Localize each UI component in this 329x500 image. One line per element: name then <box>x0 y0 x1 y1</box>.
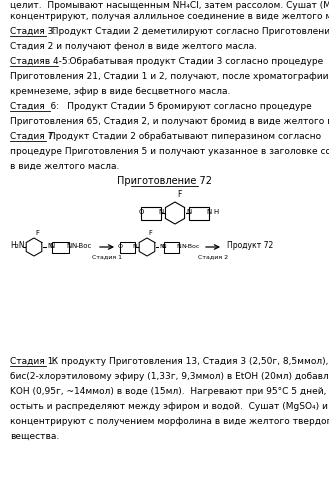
Text: бис(2-хлорэтиловому эфиру (1,33г, 9,3ммол) в EtOH (20мл) добавляют: бис(2-хлорэтиловому эфиру (1,33г, 9,3ммо… <box>10 372 329 381</box>
Text: N: N <box>206 209 212 215</box>
Text: Продукт Стадии 2 обрабатывают пиперазином согласно: Продукт Стадии 2 обрабатывают пиперазино… <box>46 132 321 141</box>
Text: N: N <box>162 244 166 248</box>
Text: вещества.: вещества. <box>10 432 59 441</box>
Text: Обрабатывая продукт Стадии 3 согласно процедуре: Обрабатывая продукт Стадии 3 согласно пр… <box>58 57 324 66</box>
Text: Приготовления 21, Стадии 1 и 2, получают, после хроматографии на: Приготовления 21, Стадии 1 и 2, получают… <box>10 72 329 81</box>
Text: Приготовление 72: Приготовление 72 <box>117 176 212 186</box>
Text: Стадия 2: Стадия 2 <box>198 254 228 259</box>
Text: N: N <box>66 243 72 249</box>
Text: KОН (0,95г, ~14ммол) в воде (15мл).  Нагревают при 95°C 5 дней, дают: KОН (0,95г, ~14ммол) в воде (15мл). Нагр… <box>10 387 329 396</box>
Text: H: H <box>213 209 218 215</box>
Text: Стадия 3:: Стадия 3: <box>10 27 56 36</box>
Text: Стадия 1:: Стадия 1: <box>10 357 56 366</box>
Text: N-Boc: N-Boc <box>71 243 91 249</box>
Text: N: N <box>49 243 55 249</box>
Text: К продукту Приготовления 13, Стадия 3 (2,50г, 8,5ммол), и: К продукту Приготовления 13, Стадия 3 (2… <box>46 357 329 366</box>
Text: N: N <box>159 244 164 248</box>
Text: O: O <box>117 244 122 248</box>
Text: концентрируют с получением морфолина в виде желтого твердого: концентрируют с получением морфолина в в… <box>10 417 329 426</box>
Text: Продукт 72: Продукт 72 <box>227 242 273 250</box>
Text: в виде желтого масла.: в виде желтого масла. <box>10 162 119 171</box>
Text: остыть и распределяют между эфиром и водой.  Сушат (MgSO₄) и: остыть и распределяют между эфиром и вод… <box>10 402 328 411</box>
Text: Приготовления 65, Стадия 2, и получают бромид в виде желтого масла.: Приготовления 65, Стадия 2, и получают б… <box>10 117 329 126</box>
Text: кремнеземе, эфир в виде бесцветного масла.: кремнеземе, эфир в виде бесцветного масл… <box>10 87 230 96</box>
Text: Стадияв 4-5:: Стадияв 4-5: <box>10 57 70 66</box>
Text: Продукт Стадии 2 деметилируют согласно Приготовлению 66,: Продукт Стадии 2 деметилируют согласно П… <box>46 27 329 36</box>
Text: N: N <box>177 244 181 248</box>
Text: N: N <box>47 243 52 249</box>
Text: N: N <box>158 209 164 215</box>
Text: O: O <box>138 209 144 215</box>
Text: Стадия 1: Стадия 1 <box>92 254 122 259</box>
Text: Продукт Стадии 5 бромируют согласно процедуре: Продукт Стадии 5 бромируют согласно проц… <box>50 102 312 111</box>
Text: процедуре Приготовления 5 и получают указанное в заголовке соединение: процедуре Приготовления 5 и получают ука… <box>10 147 329 156</box>
Text: F: F <box>148 230 152 236</box>
Text: N: N <box>186 209 191 215</box>
Text: N-Boc: N-Boc <box>181 244 199 248</box>
Text: F: F <box>35 230 39 236</box>
Text: H₂N: H₂N <box>10 240 25 250</box>
Text: Стадия  6:: Стадия 6: <box>10 102 59 111</box>
Text: целит.  Промывают насыщенным NH₄Cl, затем рассолом. Сушат (MgSO₄) и: целит. Промывают насыщенным NH₄Cl, затем… <box>10 1 329 10</box>
Text: Стадия 2 и получают фенол в виде желтого масла.: Стадия 2 и получают фенол в виде желтого… <box>10 42 257 51</box>
Text: N: N <box>133 244 138 248</box>
Text: F: F <box>177 190 181 199</box>
Text: Стадия 7:: Стадия 7: <box>10 132 56 141</box>
Text: концентрируют, получая аллильное соединение в виде желтого масла.: концентрируют, получая аллильное соедине… <box>10 12 329 21</box>
